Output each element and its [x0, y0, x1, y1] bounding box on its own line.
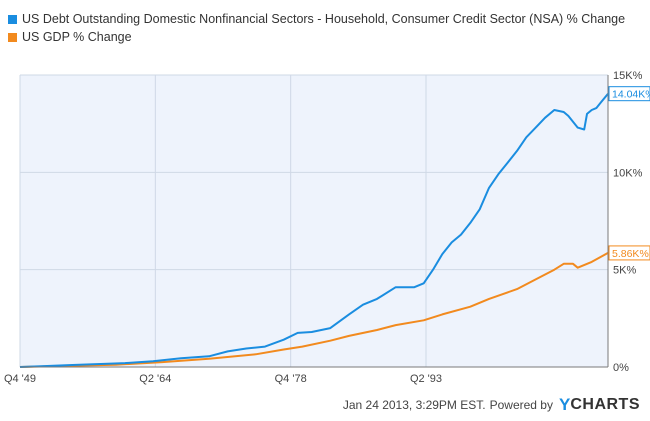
y-tick-label: 0%	[613, 362, 629, 374]
series-line-household-credit[interactable]	[19, 93, 609, 368]
legend-label-gdp: US GDP % Change	[22, 30, 132, 44]
y-tick-label: 15K%	[613, 70, 643, 82]
legend-swatch-blue	[8, 15, 17, 24]
y-tick-label: 5K%	[613, 265, 636, 277]
x-tick-label: Q4 '78	[275, 373, 307, 385]
end-labels: 14.04K% 5.86K%	[608, 86, 650, 261]
series-layer	[19, 93, 609, 368]
end-value-label-0: 14.04K%	[608, 86, 650, 102]
ycharts-logo[interactable]: Y CHARTS	[559, 395, 640, 415]
plot-area	[20, 75, 608, 367]
timestamp: Jan 24 2013, 3:29PM EST.	[342, 398, 486, 412]
end-value-text: 14.04K%	[612, 89, 650, 101]
legend-item-gdp[interactable]: US GDP % Change	[8, 28, 628, 46]
legend-item-household-credit[interactable]: US Debt Outstanding Domestic Nonfinancia…	[8, 10, 628, 28]
legend-swatch-orange	[8, 33, 17, 42]
x-tick-label: Q4 '49	[4, 373, 36, 385]
y-tick-label: 10K%	[613, 167, 643, 179]
end-value-text: 5.86K%	[612, 248, 649, 260]
chart-legend: US Debt Outstanding Domestic Nonfinancia…	[8, 10, 628, 46]
legend-label-household-credit: US Debt Outstanding Domestic Nonfinancia…	[22, 12, 626, 26]
axes: 0% 5K% 10K% 15K% Q4 '49 Q2 '64 Q4 '78 Q2 '93	[4, 70, 643, 385]
footer: Jan 24 2013, 3:29PM EST. Powered by Y CH…	[343, 395, 640, 415]
end-value-label-1: 5.86K%	[608, 245, 650, 261]
ycharts-logo-y: Y	[558, 395, 571, 414]
x-tick-label: Q2 '93	[410, 373, 442, 385]
grid-lines	[19, 74, 608, 367]
x-tick-label: Q2 '64	[139, 373, 171, 385]
powered-by-text: Powered by	[489, 398, 553, 412]
series-line-gdp[interactable]	[19, 252, 609, 368]
ycharts-logo-charts: CHARTS	[570, 396, 640, 413]
